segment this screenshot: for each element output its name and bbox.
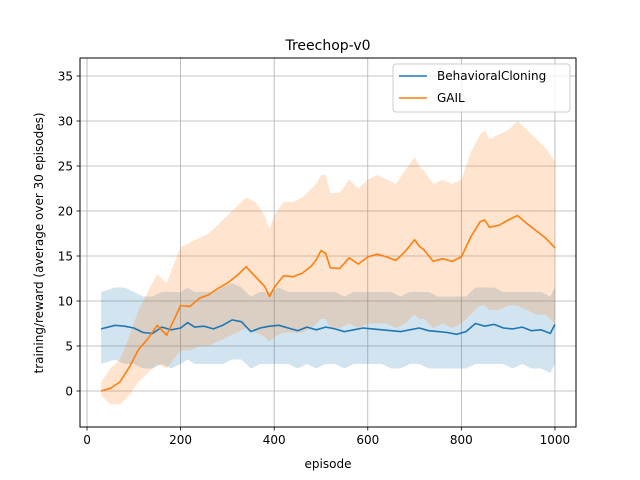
series-lines — [100, 214, 556, 392]
y-tick-label: 20 — [58, 205, 73, 219]
y-tick-label: 30 — [58, 115, 73, 129]
x-tick-label: 0 — [83, 433, 91, 447]
y-tick-label: 25 — [58, 160, 73, 174]
y-tick-label: 5 — [65, 340, 73, 354]
y-tick-label: 10 — [58, 295, 73, 309]
y-tick-label: 15 — [58, 250, 73, 264]
line-behavioralcloning — [100, 319, 556, 336]
grid-lines — [80, 58, 576, 427]
x-tick-label: 800 — [450, 433, 473, 447]
chart-title: Treechop-v0 — [284, 38, 370, 54]
x-tick-label: 1000 — [540, 433, 571, 447]
x-axis-label: episode — [305, 457, 352, 471]
legend-box — [392, 63, 571, 113]
x-tick-label: 600 — [356, 433, 379, 447]
x-tick-label: 200 — [169, 433, 192, 447]
y-tick-label: 35 — [58, 70, 73, 84]
legend-label-behavioralcloning: BehavioralCloning — [437, 69, 546, 83]
axis-ticks: 0 200 400 600 800 1000 0 5 10 15 20 25 30 35 — [58, 70, 570, 448]
axes-frame — [79, 57, 577, 428]
legend-label-gail: GAIL — [437, 91, 465, 105]
x-tick-label: 400 — [263, 433, 286, 447]
y-axis-label: training/reward (average over 30 episode… — [32, 112, 46, 373]
legend: BehavioralCloning GAIL — [392, 63, 571, 113]
line-gail — [100, 214, 556, 392]
y-tick-label: 0 — [65, 385, 73, 399]
